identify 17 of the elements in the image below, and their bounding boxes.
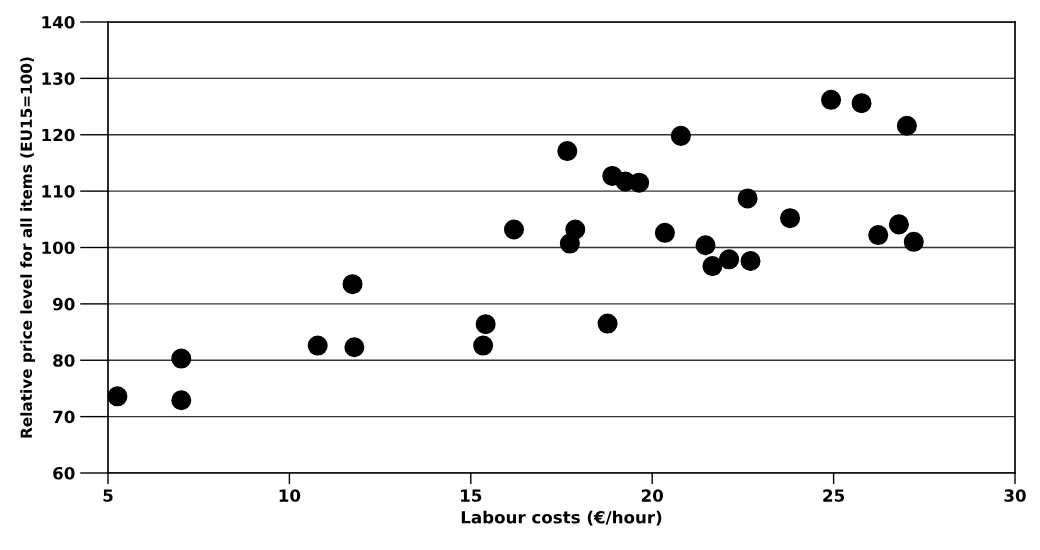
y-tick-label: 100: [42, 241, 75, 255]
y-tick-label: 110: [42, 185, 75, 198]
x-tick-label: 15: [461, 489, 482, 502]
x-tick-label: 30: [1004, 489, 1026, 502]
y-axis-title: Relative price level for all items (EU15=100): [20, 57, 36, 438]
x-tick-label: 10: [279, 489, 301, 502]
y-tick-label: 90: [53, 297, 75, 311]
y-tick-label: 130: [42, 72, 75, 85]
y-tick-label: 60: [53, 466, 75, 480]
y-tick-label: 120: [42, 128, 75, 142]
y-tick-label: 70: [53, 410, 75, 424]
x-tick-label: 20: [641, 489, 663, 502]
x-axis-title: Labour costs (€/hour): [461, 510, 662, 526]
y-tick-label: 140: [42, 15, 75, 29]
x-tick-label: 5: [103, 489, 113, 502]
y-tick-label: 80: [53, 354, 75, 367]
x-tick-label: 25: [823, 489, 845, 502]
